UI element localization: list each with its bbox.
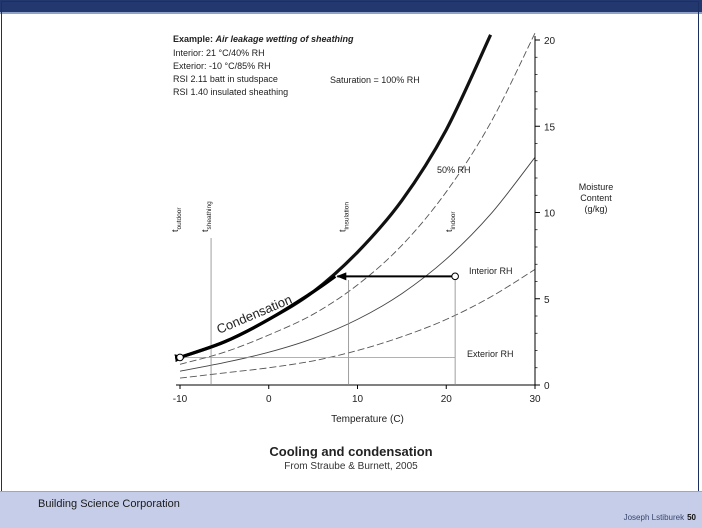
footer-author: Joseph Lstiburek — [623, 513, 685, 522]
series-line-3 — [179, 157, 536, 372]
annotations-layer: Example: Air leakage wetting of sheathin… — [170, 34, 514, 385]
y-tick-label: 5 — [544, 295, 550, 306]
x-tick-label: 30 — [529, 394, 541, 405]
x-tick-label: 0 — [266, 394, 272, 405]
y-tick-label: 15 — [544, 122, 556, 133]
y-tick-label: 10 — [544, 209, 556, 220]
rh50-label: 50% RH — [437, 165, 471, 175]
saturation-label: Saturation = 100% RH — [330, 75, 420, 85]
interior-point — [451, 272, 459, 281]
interior-rh-label: Interior RH — [469, 266, 513, 276]
temperature-marker-label: tindoor — [444, 211, 457, 232]
condensation-label: Condensation — [214, 292, 294, 337]
example-line: RSI 1.40 insulated sheathing — [173, 87, 288, 97]
svg-text:tsheathing: tsheathing — [200, 201, 213, 232]
figure-caption-subtitle: From Straube & Burnett, 2005 — [284, 461, 418, 472]
example-title: Example: Air leakage wetting of sheathin… — [173, 34, 354, 44]
figure-caption-title: Cooling and condensation — [269, 444, 433, 459]
footer-organization: Building Science Corporation — [38, 498, 180, 510]
temperature-marker-label: toutdoor — [170, 207, 183, 232]
x-axis-label: Temperature (C) — [331, 414, 404, 425]
y-tick-label: 0 — [544, 381, 550, 392]
example-line: Exterior: -10 °C/85% RH — [173, 61, 271, 71]
svg-text:tindoor: tindoor — [444, 211, 457, 232]
x-tick-label: 10 — [352, 394, 364, 405]
title-divider — [0, 12, 702, 14]
y-tick-label: 20 — [544, 36, 556, 47]
svg-text:tinsulation: tinsulation — [338, 202, 351, 232]
footer-author-page: Joseph Lstiburek 50 — [624, 513, 696, 522]
example-line: RSI 2.11 batt in studspace — [173, 74, 278, 84]
footer-bar: Building Science Corporation Joseph Lsti… — [0, 491, 702, 528]
x-tick-label: -10 — [173, 394, 188, 405]
svg-text:toutdoor: toutdoor — [170, 207, 183, 232]
temperature-marker-label: tinsulation — [338, 202, 351, 232]
x-tick-label: 20 — [441, 394, 453, 405]
example-line: Interior: 21 °C/40% RH — [173, 48, 265, 58]
exterior-rh-label: Exterior RH — [467, 349, 514, 359]
temperature-marker-label: tsheathing — [200, 201, 213, 232]
exterior-point — [176, 353, 184, 362]
y-axis-label: Moisture Content (g/kg) — [579, 182, 614, 214]
page-number: 50 — [687, 513, 696, 522]
title-bar — [0, 0, 702, 12]
